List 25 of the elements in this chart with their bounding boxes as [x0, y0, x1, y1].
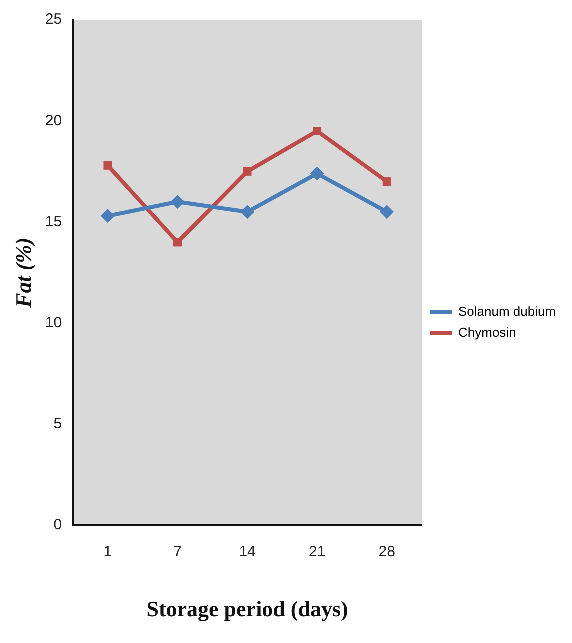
point — [100, 209, 115, 224]
point — [382, 178, 392, 186]
point — [313, 126, 322, 136]
y-tick-label: 15 — [45, 213, 62, 230]
x-tick-label: 7 — [174, 544, 182, 561]
point — [104, 161, 112, 170]
x-axis-title: Storage period (days) — [146, 596, 348, 622]
y-tick-label: 0 — [54, 516, 62, 534]
point — [170, 195, 185, 210]
point — [243, 167, 252, 176]
x-tick-label: 1 — [104, 544, 112, 561]
point — [240, 205, 255, 220]
point — [380, 205, 394, 220]
legend-label: Solanum dubium — [458, 304, 556, 320]
point — [174, 238, 182, 247]
y-tick-label: 10 — [45, 314, 62, 332]
y-tick-label: 25 — [45, 11, 62, 28]
legend-label: Chymosin — [458, 325, 516, 340]
x-tick-label: 21 — [308, 544, 326, 561]
y-axis-title: Fat (%) — [10, 238, 36, 309]
x-tick-label: 28 — [378, 544, 396, 561]
y-tick-label: 5 — [54, 416, 62, 433]
point — [310, 166, 324, 181]
x-tick-label: 14 — [239, 544, 256, 561]
y-tick-label: 20 — [45, 112, 62, 130]
